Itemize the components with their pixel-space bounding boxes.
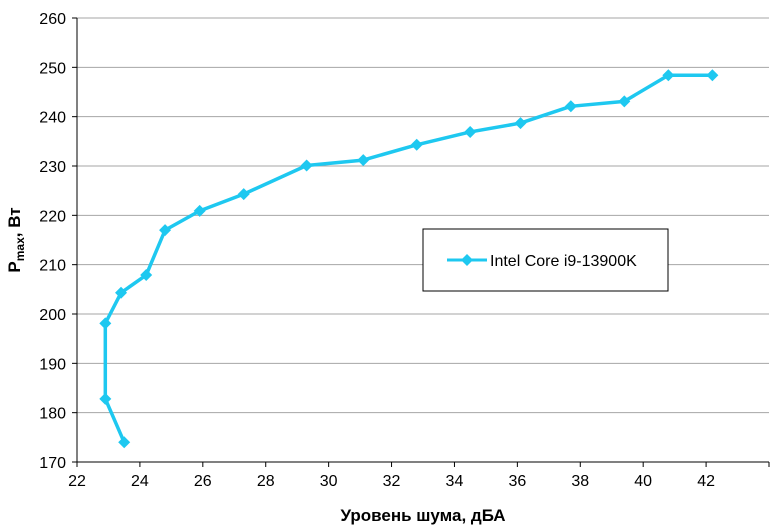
data-point xyxy=(115,286,128,299)
data-point xyxy=(564,100,577,113)
data-point xyxy=(464,125,477,138)
y-tick-label: 200 xyxy=(39,307,66,324)
x-tick-label: 32 xyxy=(383,473,401,490)
y-tick-label: 190 xyxy=(39,356,66,373)
data-point xyxy=(237,188,250,201)
legend-marker xyxy=(461,254,473,266)
data-point xyxy=(662,69,675,82)
x-tick-label: 24 xyxy=(131,473,149,490)
series-layer xyxy=(99,69,719,449)
x-tick-label: 38 xyxy=(571,473,589,490)
y-axis-title: Pmax, Вт xyxy=(5,207,27,272)
y-tick-label: 220 xyxy=(39,208,66,225)
legend: Intel Core i9-13900K xyxy=(422,228,669,292)
data-point xyxy=(140,269,153,282)
y-axis-title-main: P xyxy=(5,261,24,272)
legend-label: Intel Core i9-13900K xyxy=(490,253,637,270)
x-tick-labels: 22 24 26 28 30 32 34 36 38 40 42 xyxy=(68,473,715,490)
x-tick-label: 34 xyxy=(446,473,464,490)
y-tick-label: 250 xyxy=(39,60,66,77)
y-tick-label: 240 xyxy=(39,110,66,127)
y-tick-label: 260 xyxy=(39,11,66,28)
x-tick-label: 28 xyxy=(257,473,275,490)
y-axis-title-subscript: max xyxy=(13,237,27,261)
x-tick-label: 30 xyxy=(320,473,338,490)
data-point xyxy=(514,117,527,130)
y-axis-title-unit: , Вт xyxy=(5,207,24,237)
y-tick-label: 170 xyxy=(39,455,66,472)
x-tick-label: 22 xyxy=(68,473,86,490)
data-point xyxy=(193,204,206,217)
y-tick-label: 230 xyxy=(39,159,66,176)
y-tick-labels: 170 180 190 200 210 220 230 240 250 260 xyxy=(39,11,66,472)
y-tick-label: 180 xyxy=(39,406,66,423)
data-point xyxy=(159,224,172,237)
x-axis-title: Уровень шума, дБА xyxy=(340,506,505,525)
x-tick-label: 42 xyxy=(697,473,715,490)
x-tick-label: 40 xyxy=(634,473,652,490)
x-tick-label: 26 xyxy=(194,473,212,490)
data-point xyxy=(357,154,370,167)
data-point xyxy=(618,95,631,108)
data-point xyxy=(706,69,719,82)
data-point xyxy=(99,392,112,405)
x-tick-label: 36 xyxy=(508,473,526,490)
data-point xyxy=(99,317,112,330)
data-point xyxy=(300,159,313,172)
axes xyxy=(72,17,770,467)
data-point xyxy=(118,436,131,449)
data-point xyxy=(410,138,423,151)
y-tick-label: 210 xyxy=(39,258,66,275)
